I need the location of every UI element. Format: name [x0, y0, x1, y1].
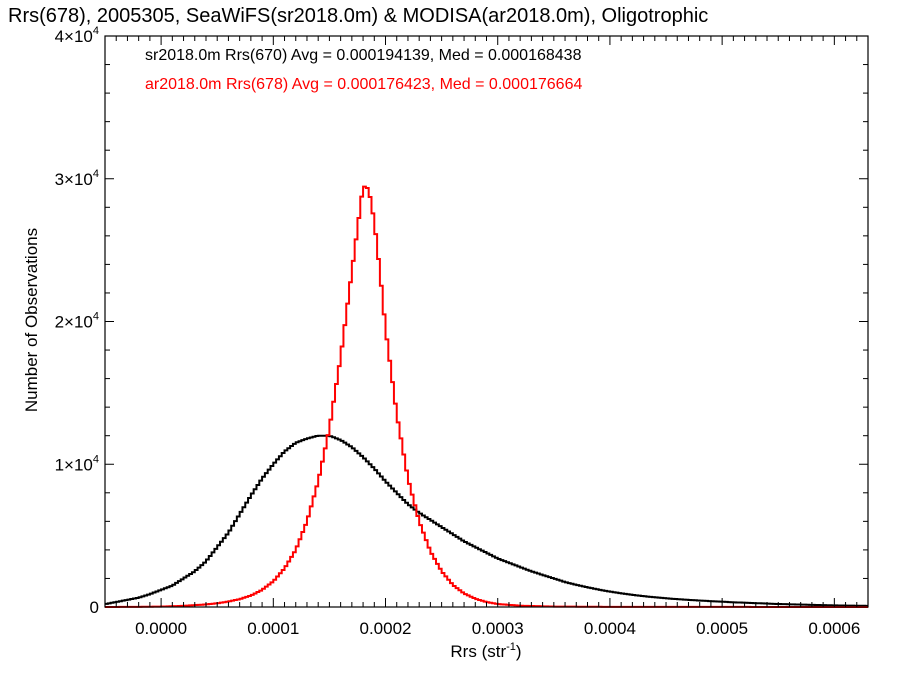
y-axis-label: Number of Observations	[22, 228, 41, 412]
x-axis-label: Rrs (str-1)	[450, 641, 521, 661]
y-tick-label: 2×104	[55, 311, 99, 332]
x-tick-label: 0.0001	[247, 619, 299, 638]
legend: sr2018.0m Rrs(670) Avg = 0.000194139, Me…	[145, 47, 582, 93]
legend-entry-2: ar2018.0m Rrs(678) Avg = 0.000176423, Me…	[145, 76, 582, 93]
series-1-histogram	[105, 434, 868, 607]
x-tick-label: 0.0005	[696, 619, 748, 638]
x-tick-label: 0.0002	[360, 619, 412, 638]
y-tick-label: 1×104	[55, 453, 99, 474]
y-tick-label: 3×104	[55, 168, 99, 189]
x-tick-label: 0.0004	[584, 619, 636, 638]
plot-frame	[104, 35, 869, 608]
y-tick-label: 0	[90, 598, 99, 617]
x-tick-label: 0.0003	[472, 619, 524, 638]
x-tick-label: 0.0006	[808, 619, 860, 638]
series-group	[105, 185, 868, 608]
x-tick-label: 0.0000	[135, 619, 187, 638]
x-axis-ticks: 0.0000 0.0001 0.0002 0.0003 0.0004 0.0005 0.00…	[104, 36, 869, 638]
y-axis-ticks: 0 1×104 2×104 3×104 4×104	[55, 25, 868, 617]
legend-entry-1: sr2018.0m Rrs(670) Avg = 0.000194139, Me…	[145, 47, 582, 64]
y-tick-label: 4×104	[55, 25, 99, 46]
chart-title: Rrs(678), 2005305, SeaWiFS(sr2018.0m) & …	[8, 5, 708, 27]
